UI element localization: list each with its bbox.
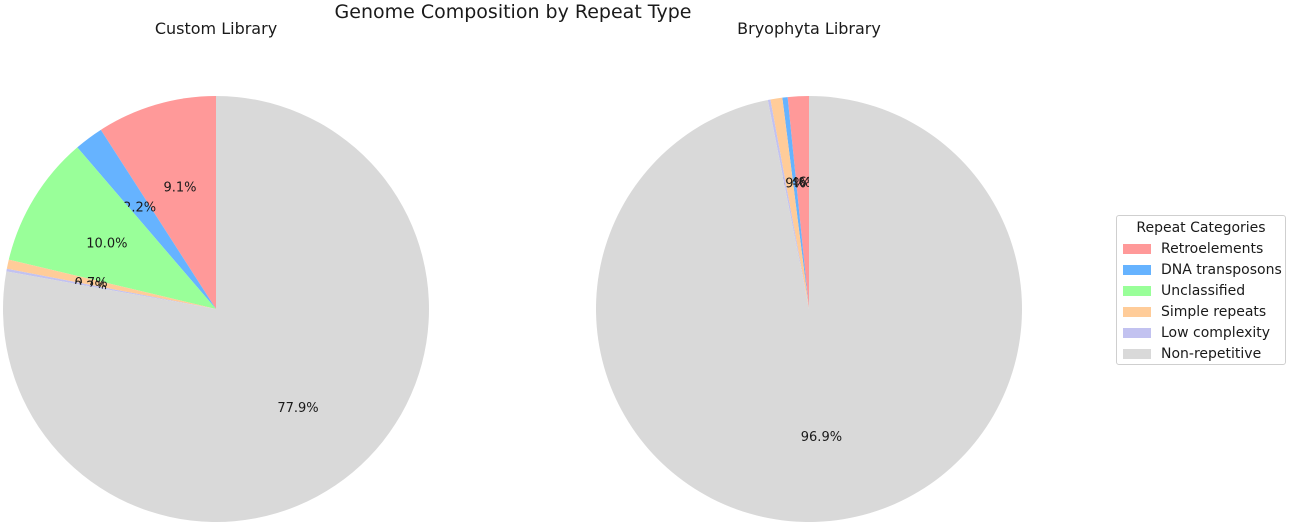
legend-item-unclassified: Unclassified (1123, 282, 1245, 300)
legend-item-dna-transposons: DNA transposons (1123, 261, 1282, 279)
pie-pct-label-unclassified: 10.0% (86, 236, 127, 251)
pie-custom-library: 9.1%2.2%10.0%0.7%0.2%77.9% (3, 96, 429, 522)
legend-swatch (1123, 286, 1151, 296)
pie-slice-dna-transposons (782, 97, 809, 309)
pie-bryophyta-library: 1.6%0.4%0.9%96.9% (596, 96, 1023, 522)
legend-swatch (1123, 307, 1151, 317)
legend-label: Simple repeats (1161, 304, 1267, 320)
legend-label: Retroelements (1161, 241, 1264, 257)
legend-item-low-complexity: Low complexity (1123, 324, 1270, 342)
pie-slice-low-complexity (6, 268, 216, 309)
pie-slice-retroelements (787, 96, 809, 309)
pie-slice-non-repetitive (596, 96, 1023, 522)
legend-swatch (1123, 244, 1151, 254)
pie-slice-simple-repeats (6, 259, 217, 309)
pie-pct-label-non-repetitive: 96.9% (801, 430, 842, 445)
pie-pct-label-retroelements: 9.1% (163, 180, 196, 195)
pie-slice-dna-transposons (77, 129, 217, 309)
pie-title-bryophyta: Bryophyta Library (737, 19, 881, 38)
pie-slice-unclassified (8, 147, 217, 309)
legend-item-simple-repeats: Simple repeats (1123, 303, 1266, 321)
legend-label: Low complexity (1161, 325, 1271, 341)
legend-item-retroelements: Retroelements (1123, 240, 1263, 258)
legend-swatch (1123, 349, 1151, 359)
legend-item-non-repetitive: Non-repetitive (1123, 345, 1261, 363)
pie-slice-non-repetitive (3, 96, 429, 522)
pie-slice-retroelements (100, 96, 216, 309)
pie-slice-simple-repeats (770, 97, 809, 309)
legend-label: Non-repetitive (1161, 346, 1262, 362)
legend: Repeat Categories Retroelements DNA trans… (1116, 215, 1286, 365)
legend-swatch (1123, 265, 1151, 275)
chart-suptitle: Genome Composition by Repeat Type (335, 1, 692, 23)
legend-label: DNA transposons (1161, 262, 1282, 278)
legend-label: Unclassified (1161, 283, 1246, 299)
pie-slice-low-complexity (767, 99, 809, 309)
legend-title: Repeat Categories (1136, 220, 1266, 236)
pie-pct-label-non-repetitive: 77.9% (277, 401, 318, 416)
legend-swatch (1123, 328, 1151, 338)
pie-title-custom: Custom Library (155, 19, 277, 38)
